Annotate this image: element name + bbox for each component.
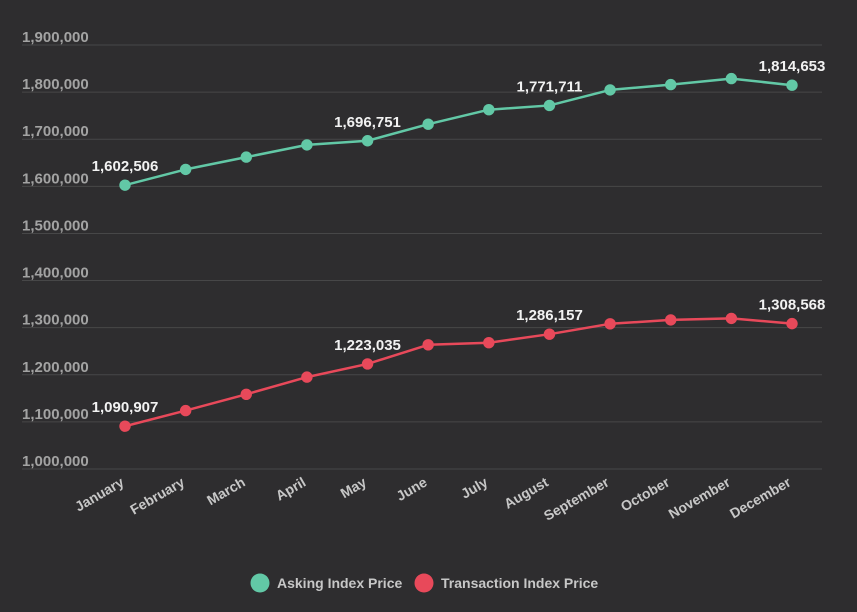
svg-text:1,900,000: 1,900,000 [22, 29, 89, 46]
svg-text:1,814,653: 1,814,653 [759, 58, 826, 75]
svg-text:1,000,000: 1,000,000 [22, 453, 89, 470]
svg-text:1,090,907: 1,090,907 [92, 399, 159, 416]
svg-text:August: August [501, 474, 551, 512]
svg-text:1,696,751: 1,696,751 [334, 114, 401, 131]
svg-text:September: September [541, 473, 612, 523]
svg-text:1,400,000: 1,400,000 [22, 265, 89, 282]
svg-text:October: October [618, 473, 673, 514]
svg-text:November: November [666, 473, 734, 521]
svg-text:Transaction Index Price: Transaction Index Price [441, 575, 598, 591]
svg-text:March: March [204, 474, 248, 508]
svg-text:1,300,000: 1,300,000 [22, 312, 89, 329]
svg-text:1,602,506: 1,602,506 [92, 158, 159, 175]
svg-text:1,100,000: 1,100,000 [22, 406, 89, 423]
svg-text:January: January [72, 474, 127, 515]
svg-text:1,223,035: 1,223,035 [334, 337, 401, 354]
svg-text:May: May [337, 474, 369, 502]
svg-text:1,800,000: 1,800,000 [22, 76, 89, 93]
svg-text:1,500,000: 1,500,000 [22, 217, 89, 234]
svg-text:1,771,711: 1,771,711 [516, 78, 582, 95]
svg-text:April: April [273, 474, 309, 504]
svg-text:1,600,000: 1,600,000 [22, 170, 89, 187]
svg-text:1,200,000: 1,200,000 [22, 359, 89, 376]
svg-text:December: December [727, 473, 794, 521]
svg-text:June: June [393, 474, 429, 504]
svg-text:1,700,000: 1,700,000 [22, 123, 89, 140]
svg-text:February: February [127, 474, 187, 518]
svg-text:July: July [458, 474, 490, 502]
svg-text:Asking Index Price: Asking Index Price [277, 575, 402, 591]
svg-text:1,286,157: 1,286,157 [516, 307, 583, 324]
svg-text:1,308,568: 1,308,568 [759, 297, 826, 314]
